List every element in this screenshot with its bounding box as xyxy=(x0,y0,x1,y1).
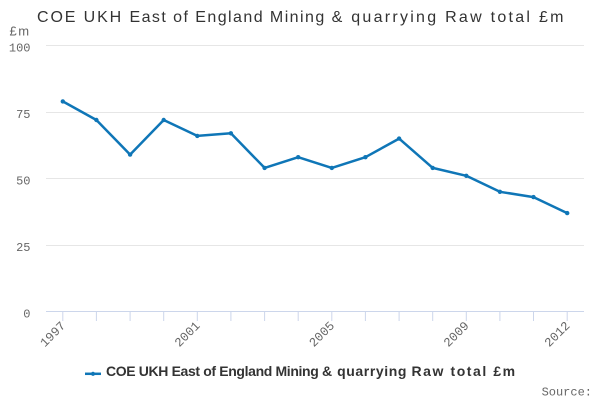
svg-text:0: 0 xyxy=(23,308,30,322)
svg-text:100: 100 xyxy=(9,42,31,56)
svg-text:75: 75 xyxy=(16,108,30,122)
svg-text:£m: £m xyxy=(10,24,31,39)
svg-text:50: 50 xyxy=(16,175,30,189)
svg-text:COE UKH East of England Mining: COE UKH East of England Mining & quarryi… xyxy=(37,9,566,26)
svg-text:Source:: Source: xyxy=(542,386,592,400)
svg-text:25: 25 xyxy=(16,241,30,255)
svg-text:COE UKH East of England Mining: COE UKH East of England Mining & quarryi… xyxy=(106,363,517,379)
